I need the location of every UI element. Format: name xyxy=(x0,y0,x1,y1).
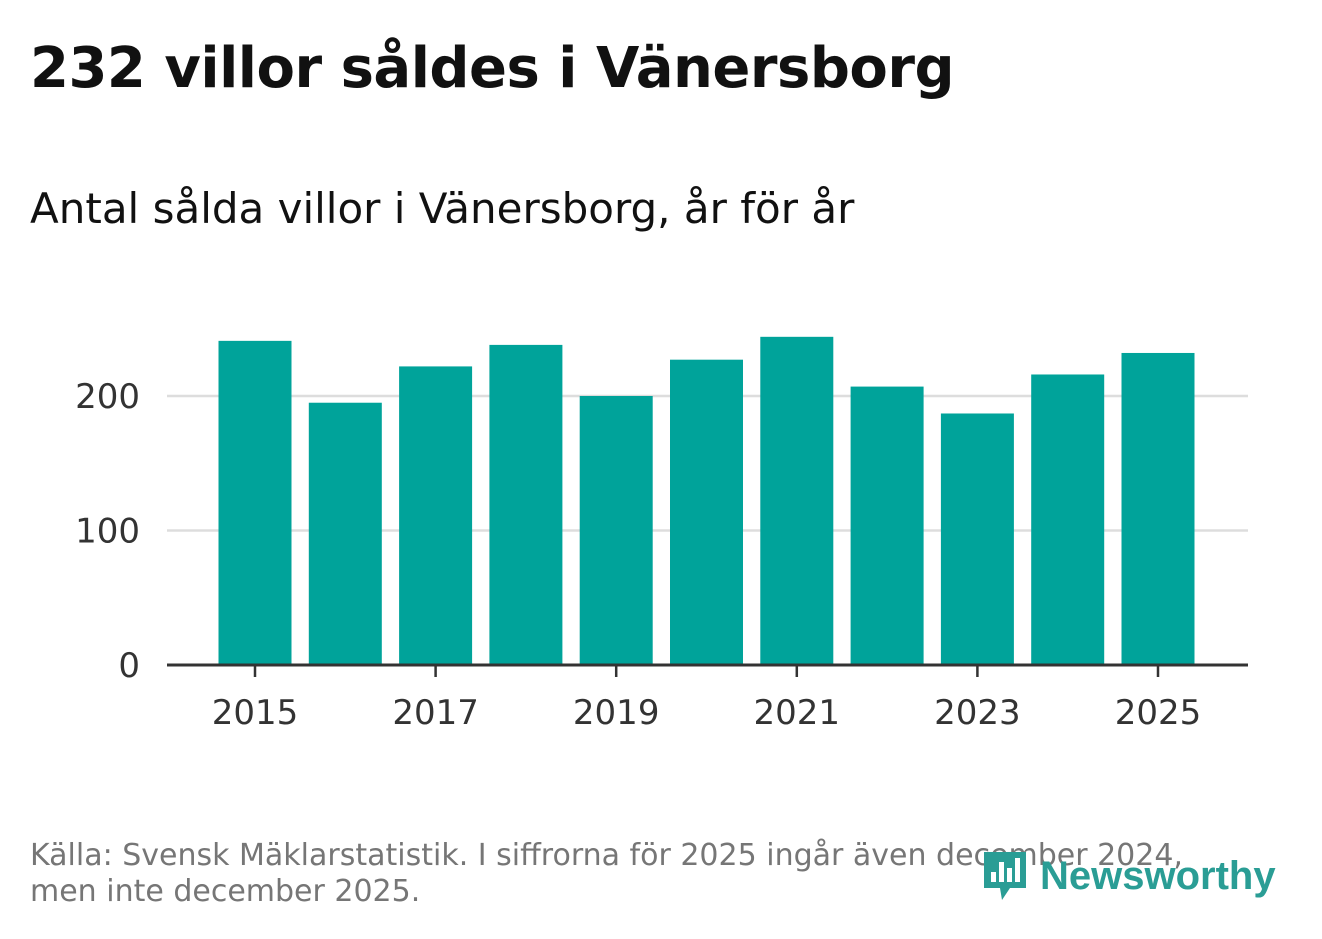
y-tick-label: 0 xyxy=(118,646,140,686)
bar-2020 xyxy=(670,359,743,665)
axes: 0 100 200 2015 2017 2019 2021 2023 2025 xyxy=(75,377,1248,733)
bar-2021 xyxy=(760,336,834,665)
y-tick-label: 100 xyxy=(75,512,140,552)
x-tick-label: 2021 xyxy=(754,693,841,733)
bar-2018 xyxy=(489,344,563,665)
bars xyxy=(218,336,1195,665)
bar-2019 xyxy=(579,396,653,665)
x-tick-label: 2015 xyxy=(212,693,299,733)
bar-2023 xyxy=(940,413,1014,665)
bar-chart-speech-bubble-icon xyxy=(984,852,1026,900)
x-tick-label: 2019 xyxy=(573,693,660,733)
x-tick-label: 2025 xyxy=(1115,693,1202,733)
chart-title: 232 villor såldes i Vänersborg xyxy=(30,36,955,101)
bar-2017 xyxy=(399,366,473,665)
newsworthy-logo: Newsworthy xyxy=(980,848,1276,904)
bar-2015 xyxy=(218,340,292,665)
x-tick-label: 2023 xyxy=(934,693,1021,733)
source-line-2: men inte december 2025. xyxy=(30,874,421,909)
logo-text: Newsworthy xyxy=(1040,853,1276,898)
chart-subtitle: Antal sålda villor i Vänersborg, år för … xyxy=(30,184,855,233)
y-tick-label: 200 xyxy=(75,377,140,417)
bar-2025 xyxy=(1121,352,1195,665)
bar-2022 xyxy=(850,386,924,665)
bar-2016 xyxy=(308,402,382,665)
bar-2024 xyxy=(1031,374,1105,665)
x-tick-label: 2017 xyxy=(392,693,479,733)
